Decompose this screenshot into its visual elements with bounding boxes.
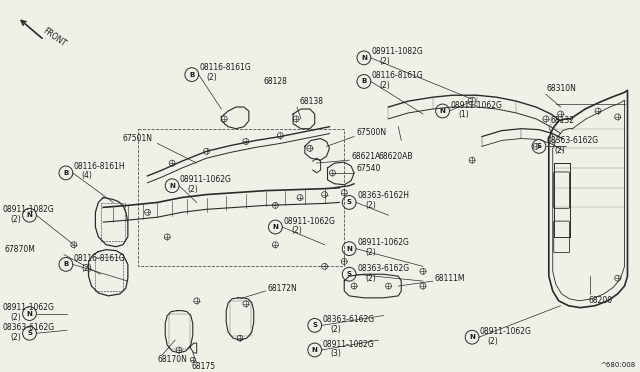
Text: B: B [63, 262, 68, 267]
Text: S: S [312, 323, 317, 328]
Text: (2): (2) [330, 325, 341, 334]
Text: 68128: 68128 [264, 77, 287, 86]
Text: (2): (2) [488, 337, 499, 346]
Text: FRONT: FRONT [42, 27, 68, 49]
Text: B: B [189, 71, 195, 78]
Text: 08363-6162G: 08363-6162G [357, 264, 409, 273]
Text: (2): (2) [555, 146, 566, 155]
Text: 08116-8161G: 08116-8161G [74, 254, 125, 263]
Text: N: N [440, 108, 445, 114]
Text: B: B [361, 78, 367, 84]
Text: 68621A: 68621A [351, 152, 380, 161]
Text: N: N [27, 311, 33, 317]
Text: N: N [346, 246, 352, 252]
Text: N: N [27, 212, 33, 218]
Text: 08911-1062G: 08911-1062G [3, 303, 55, 312]
Text: (3): (3) [330, 349, 341, 358]
Text: 68200: 68200 [588, 296, 612, 305]
Text: 08911-1082G: 08911-1082G [3, 205, 54, 214]
Text: 67501N: 67501N [122, 134, 152, 143]
Text: 68111M: 68111M [435, 274, 465, 283]
Text: S: S [347, 199, 351, 205]
Text: 08363-6162G: 08363-6162G [3, 323, 55, 332]
Text: B: B [63, 170, 68, 176]
Text: 68132: 68132 [551, 116, 575, 125]
Text: 08116-8161G: 08116-8161G [200, 63, 252, 72]
Text: (2): (2) [11, 215, 22, 224]
Text: (2): (2) [380, 57, 390, 66]
Text: (2): (2) [380, 81, 390, 90]
Text: 08363-6162H: 08363-6162H [357, 191, 409, 200]
Text: N: N [469, 334, 475, 340]
Text: 67500N: 67500N [356, 128, 386, 137]
Text: (1): (1) [458, 110, 469, 119]
Text: 08116-8161G: 08116-8161G [372, 71, 424, 80]
Text: 08911-1062G: 08911-1062G [451, 100, 502, 110]
Text: 68170N: 68170N [157, 355, 188, 364]
Text: 08116-8161H: 08116-8161H [74, 161, 125, 170]
Text: 68138: 68138 [300, 97, 324, 106]
Text: 08911-1062G: 08911-1062G [284, 217, 335, 226]
Text: 08363-6162G: 08363-6162G [323, 315, 374, 324]
Text: (2): (2) [11, 333, 22, 341]
Text: 68172N: 68172N [268, 283, 297, 292]
Text: 68620AB: 68620AB [379, 152, 413, 161]
Text: 67870M: 67870M [5, 245, 36, 254]
Text: (2): (2) [365, 248, 376, 257]
Text: 08911-1082G: 08911-1082G [323, 340, 374, 349]
Text: (2): (2) [291, 227, 302, 235]
Text: 08911-1062G: 08911-1062G [180, 175, 232, 184]
Text: N: N [361, 55, 367, 61]
Text: 08911-1062G: 08911-1062G [357, 238, 409, 247]
Text: S: S [347, 271, 351, 277]
Text: (2): (2) [365, 274, 376, 283]
Text: 08363-6162G: 08363-6162G [547, 136, 599, 145]
Text: 68310N: 68310N [547, 84, 577, 93]
Text: (2): (2) [207, 73, 218, 82]
Text: S: S [536, 143, 541, 150]
Text: (2): (2) [365, 201, 376, 210]
Text: N: N [169, 183, 175, 189]
Text: 08911-1082G: 08911-1082G [372, 48, 424, 57]
Text: N: N [312, 347, 317, 353]
Text: N: N [273, 224, 278, 230]
Text: ^680:008: ^680:008 [600, 362, 635, 368]
Text: (2): (2) [82, 264, 92, 273]
Text: (4): (4) [82, 171, 93, 180]
Text: 67540: 67540 [356, 164, 380, 173]
Text: (2): (2) [188, 185, 198, 194]
Text: (2): (2) [11, 313, 22, 322]
Text: 08911-1062G: 08911-1062G [480, 327, 532, 336]
Text: 68175: 68175 [192, 362, 216, 371]
Text: S: S [27, 330, 32, 336]
